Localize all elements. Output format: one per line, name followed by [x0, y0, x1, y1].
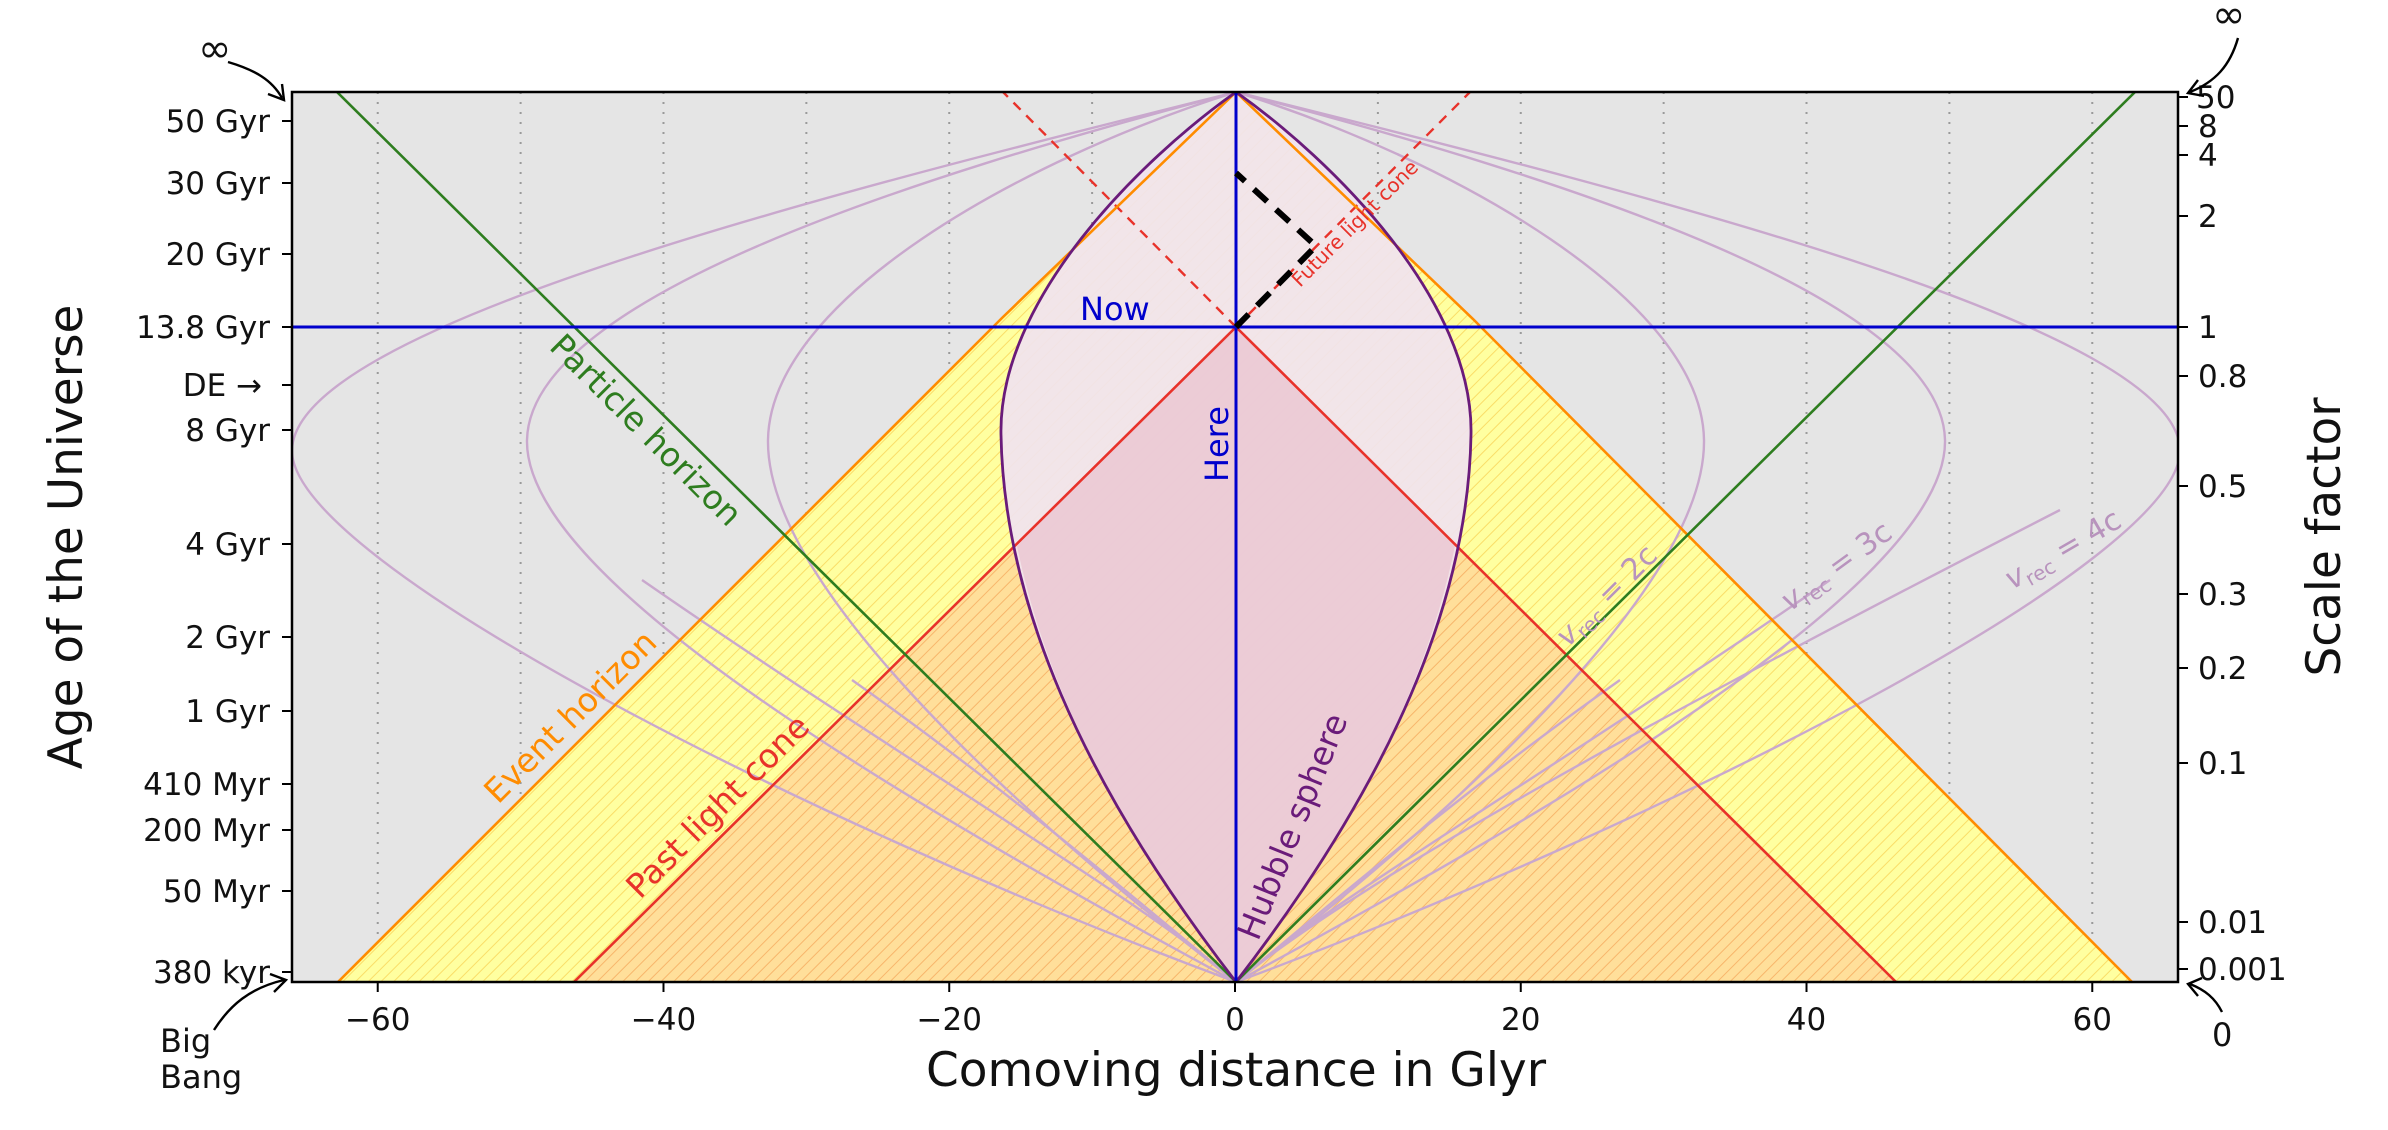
- y-axis-left-label: Age of the Universe: [39, 305, 94, 770]
- arrow-top-left: [227, 60, 284, 99]
- scale-tick-0-01: 0.01: [2198, 905, 2267, 941]
- x-tick-label: 20: [1501, 1002, 1540, 1038]
- x-axis-ticks: −60 −40 −20 0 20 40 60: [345, 982, 2112, 1038]
- here-label: Here: [1198, 406, 1236, 482]
- x-axis-label: Comoving distance in Glyr: [926, 1043, 1547, 1098]
- scale-axis-labels: 50 8 4 2 1 0.8 0.5 0.3 0.2 0.1 0.01 0.00…: [2196, 80, 2287, 988]
- x-tick-label: −60: [345, 1002, 410, 1038]
- age-tick-50gyr: 50 Gyr: [166, 104, 271, 140]
- particle-horizon-lines: [336, 92, 2136, 982]
- scale-tick-8: 8: [2198, 109, 2218, 145]
- age-axis-labels: 50 Gyr 30 Gyr 20 Gyr 13.8 Gyr DE → 8 Gyr…: [136, 104, 270, 991]
- arrow-bottom-left: [212, 978, 285, 1031]
- big-bang-line-1: Big: [160, 1022, 211, 1060]
- arrowhead-bottom-left: [269, 972, 289, 993]
- future-light-cone: [1002, 92, 1471, 328]
- x-tick-label: −40: [631, 1002, 696, 1038]
- vrec-curves: [292, 92, 2178, 982]
- arrow-top-right: [2189, 37, 2240, 94]
- scale-tick-0-001: 0.001: [2198, 952, 2287, 988]
- scale-tick-0-3: 0.3: [2198, 577, 2247, 613]
- arrowhead-bottom-right: [2186, 976, 2203, 997]
- photon-path: [1233, 170, 1321, 330]
- scale-tick-0-2: 0.2: [2198, 651, 2247, 687]
- age-axis-ticks: [282, 120, 292, 973]
- infinity-top-right: ∞: [2212, 0, 2245, 38]
- arrowhead-top-right: [2185, 79, 2205, 98]
- age-tick-200myr: 200 Myr: [143, 813, 270, 849]
- arrow-bottom-right: [2189, 982, 2224, 1013]
- age-tick-8gyr: 8 Gyr: [185, 413, 270, 449]
- age-tick-20gyr: 20 Gyr: [166, 237, 271, 273]
- scale-tick-1: 1: [2198, 310, 2218, 346]
- scale-tick-2: 2: [2198, 199, 2218, 235]
- scale-axis-ticks: [2178, 96, 2188, 970]
- age-tick-380kyr: 380 kyr: [153, 955, 270, 991]
- hubble-sphere-line: [999, 92, 1473, 982]
- age-tick-13-8gyr: 13.8 Gyr: [136, 310, 270, 346]
- x-tick-label: −20: [917, 1002, 982, 1038]
- scale-tick-0-1: 0.1: [2198, 746, 2247, 782]
- age-tick-410myr: 410 Myr: [143, 767, 270, 803]
- y-axis-right-label: Scale factor: [2297, 397, 2352, 677]
- age-tick-2gyr: 2 Gyr: [185, 620, 270, 656]
- infinity-top-left: ∞: [198, 26, 231, 72]
- age-tick-4gyr: 4 Gyr: [185, 527, 270, 563]
- age-tick-50myr: 50 Myr: [163, 874, 270, 910]
- age-tick-1gyr: 1 Gyr: [185, 694, 270, 730]
- x-tick-label: 0: [1225, 1002, 1245, 1038]
- scale-tick-4: 4: [2198, 138, 2218, 174]
- arrowhead-top-left: [267, 83, 286, 102]
- age-tick-de: DE →: [183, 368, 262, 404]
- x-tick-label: 40: [1787, 1002, 1826, 1038]
- scale-tick-0-5: 0.5: [2198, 469, 2247, 505]
- age-tick-30gyr: 30 Gyr: [166, 166, 271, 202]
- big-bang-line-2: Bang: [160, 1058, 242, 1096]
- event-horizon-line: [337, 92, 2133, 982]
- big-bang-label: Big Bang: [160, 1022, 242, 1096]
- x-tick-label: 60: [2073, 1002, 2112, 1038]
- scale-tick-0-8: 0.8: [2198, 359, 2247, 395]
- zero-scale-label: 0: [2212, 1016, 2232, 1054]
- now-label: Now: [1080, 290, 1150, 328]
